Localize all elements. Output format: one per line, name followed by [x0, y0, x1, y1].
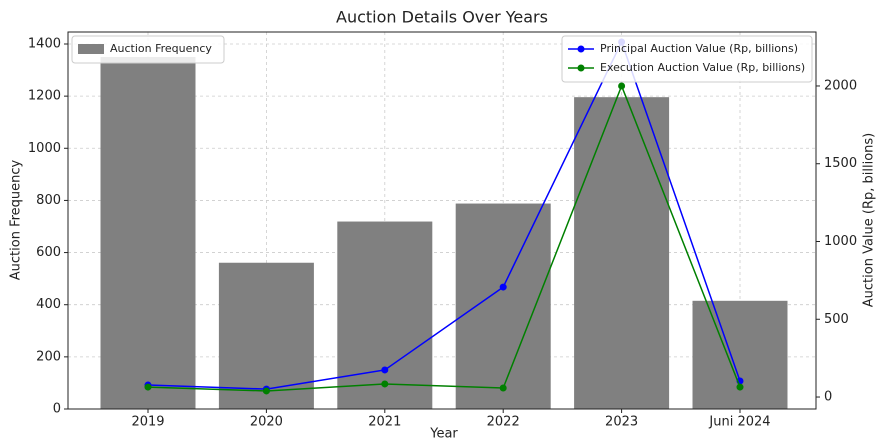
y-tick-label: 1000 [28, 141, 61, 156]
y2-tick-label: 2000 [824, 78, 857, 93]
point [618, 82, 626, 90]
legend-label: Principal Auction Value (Rp, billions) [600, 42, 798, 55]
y-tick-label: 200 [36, 349, 61, 364]
x-tick-label: 2023 [605, 415, 638, 430]
y-axis-label: Auction Frequency [9, 159, 24, 280]
legend-swatch [78, 44, 104, 54]
x-tick-label: 2020 [250, 415, 283, 430]
point [499, 384, 507, 392]
legend: Auction Frequency [71, 35, 225, 64]
line [147, 83, 741, 392]
y-tick-label: 1200 [28, 89, 61, 104]
point [499, 283, 507, 291]
legend-label: Auction Frequency [110, 42, 212, 55]
point [262, 387, 270, 395]
bar [100, 57, 196, 409]
legend-marker [577, 45, 585, 53]
legend-box [71, 35, 225, 64]
y-tick-label: 0 [53, 402, 61, 417]
point [381, 366, 389, 374]
x-tick-label: 2021 [368, 415, 401, 430]
x-tick-label: Juni 2024 [708, 415, 770, 430]
line [147, 39, 741, 390]
chart-title: Auction Details Over Years [336, 8, 548, 27]
plot-frame [67, 31, 817, 410]
point [736, 383, 744, 391]
marks [100, 38, 788, 409]
legend-label: Execution Auction Value (Rp, billions) [600, 61, 805, 74]
y2-tick-label: 0 [824, 390, 832, 405]
y2-tick-label: 500 [824, 312, 849, 327]
bar [455, 203, 551, 409]
bar [337, 221, 433, 409]
x-tick-label: 2022 [487, 415, 520, 430]
bar [574, 97, 670, 409]
y-tick-label: 1400 [28, 36, 61, 51]
x-axis-label: Year [429, 427, 458, 441]
y2-axis-label: Auction Value (Rp, billions) [862, 133, 877, 308]
x-tick-label: 2019 [131, 415, 164, 430]
legend: Principal Auction Value (Rp, billions) Ex… [561, 35, 813, 83]
legend-marker [577, 64, 585, 72]
point [381, 380, 389, 388]
legend-box [561, 35, 813, 83]
y2-tick-label: 1500 [824, 156, 857, 171]
y-tick-label: 800 [36, 193, 61, 208]
y-tick-label: 400 [36, 297, 61, 312]
y2-tick-label: 1000 [824, 234, 857, 249]
bar [692, 300, 788, 409]
y-tick-label: 600 [36, 245, 61, 260]
point [144, 383, 152, 391]
